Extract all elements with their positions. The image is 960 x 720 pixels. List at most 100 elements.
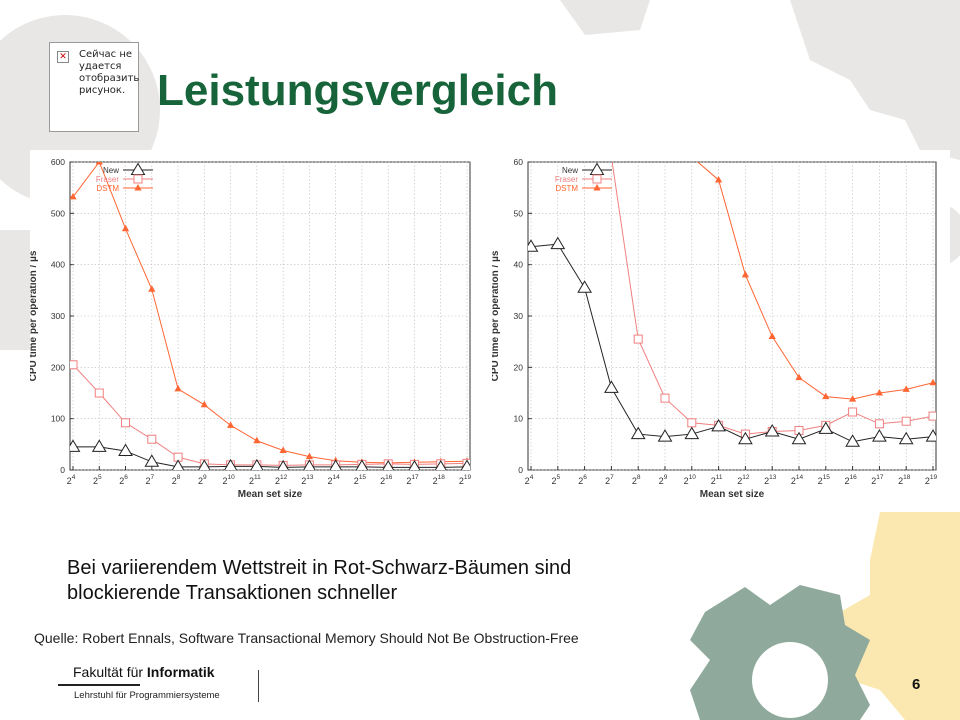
series-line — [530, 243, 934, 443]
data-point — [872, 429, 887, 442]
x-tick-label: 214 — [791, 474, 804, 486]
x-tick-label: 24 — [525, 474, 534, 486]
footer-faculty-name: Informatik — [146, 664, 215, 680]
source-citation: Quelle: Robert Ennals, Software Transact… — [34, 630, 579, 646]
data-point — [279, 446, 287, 453]
series-new — [528, 236, 936, 447]
data-point — [688, 153, 695, 160]
x-tick-label: 28 — [632, 474, 641, 486]
footer-faculty-prefix: Fakultät für — [73, 664, 147, 680]
data-point — [174, 384, 182, 392]
slide-caption: Bei variierendem Wettstreit in Rot-Schwa… — [67, 556, 677, 606]
x-tick-label: 217 — [871, 474, 884, 486]
legend-marker — [593, 184, 601, 191]
legend-label: New — [562, 166, 578, 175]
x-tick-label: 26 — [578, 474, 587, 486]
legend-label: New — [103, 166, 119, 175]
x-tick-label: 27 — [145, 474, 154, 486]
data-point — [118, 443, 133, 457]
y-tick-label: 30 — [514, 311, 524, 321]
data-point — [738, 431, 753, 445]
x-tick-label: 212 — [737, 474, 750, 486]
chart-left: 0 100 200 300 400 500 600 24 25 26 27 28 29 210 211 212… — [30, 150, 482, 505]
legend-marker — [133, 174, 143, 184]
x-tick-label: 26 — [119, 474, 128, 486]
data-point — [460, 459, 470, 470]
x-axis-label: Mean set size — [238, 489, 303, 500]
data-point — [822, 392, 830, 400]
data-point — [171, 459, 185, 470]
y-tick-label: 20 — [514, 362, 524, 372]
x-tick-label: 215 — [818, 474, 831, 486]
data-point — [70, 192, 77, 200]
x-axis-label: Mean set size — [700, 489, 765, 500]
x-tick-label: 219 — [459, 474, 472, 486]
data-point — [550, 236, 566, 250]
data-point — [741, 270, 749, 278]
x-tick-label: 218 — [433, 474, 446, 486]
data-point — [130, 162, 146, 175]
legend-marker — [134, 184, 142, 191]
data-point — [795, 373, 803, 381]
data-point — [303, 459, 316, 470]
data-point — [874, 419, 884, 429]
x-tick-label: 27 — [605, 474, 614, 486]
x-tick-label: 214 — [328, 474, 341, 486]
data-point — [382, 459, 395, 470]
data-point — [70, 439, 81, 452]
x-tick-label: 28 — [172, 474, 181, 486]
data-point — [91, 439, 107, 452]
data-point — [845, 434, 860, 447]
broken-image-placeholder: ✕ Сейчас не удается отобразить рисунок. — [49, 42, 139, 132]
legend-label: Fraser — [96, 175, 119, 184]
data-point — [607, 153, 615, 161]
data-point — [200, 400, 208, 408]
data-point — [768, 332, 776, 340]
page-number: 6 — [912, 676, 921, 693]
data-point — [791, 431, 807, 445]
legend-marker — [589, 162, 605, 175]
data-point — [305, 452, 313, 460]
data-point — [133, 174, 143, 184]
x-tick-label: 218 — [898, 474, 911, 486]
data-point — [604, 380, 619, 393]
legend-marker — [130, 162, 146, 175]
y-axis-label: CPU time per operation / µs — [30, 250, 39, 381]
data-point — [277, 459, 290, 470]
data-point — [577, 280, 592, 293]
data-point — [227, 421, 235, 428]
data-point — [928, 411, 936, 421]
data-point — [660, 393, 670, 403]
y-tick-label: 500 — [51, 208, 65, 218]
data-point — [70, 360, 78, 370]
data-point — [925, 429, 936, 442]
data-point — [250, 458, 264, 470]
caption-line-1: Bei variierendem Wettstreit in Rot-Schwa… — [67, 557, 572, 579]
x-tick-label: 210 — [684, 474, 697, 486]
data-point — [144, 454, 160, 467]
y-tick-label: 10 — [514, 414, 524, 424]
x-tick-label: 217 — [406, 474, 419, 486]
data-point — [848, 407, 858, 417]
data-point — [121, 224, 130, 232]
data-point — [355, 459, 369, 470]
x-tick-label: 215 — [354, 474, 367, 486]
series-line — [72, 162, 468, 464]
y-tick-label: 40 — [514, 260, 524, 270]
y-tick-label: 200 — [51, 362, 65, 372]
footer-underline — [58, 684, 140, 686]
data-point — [711, 418, 726, 432]
data-point — [875, 389, 883, 396]
data-point — [198, 459, 211, 470]
data-point — [121, 418, 131, 428]
y-tick-label: 600 — [51, 157, 65, 167]
data-point — [593, 184, 601, 191]
y-tick-label: 0 — [60, 465, 65, 475]
caption-line-2: blockierende Transaktionen schneller — [67, 582, 398, 604]
gear-white-hub — [752, 642, 828, 718]
legend-label: DSTM — [96, 184, 119, 193]
data-point — [224, 458, 238, 470]
x-tick-label: 219 — [925, 474, 938, 486]
data-point — [592, 174, 602, 184]
data-point — [148, 285, 156, 292]
